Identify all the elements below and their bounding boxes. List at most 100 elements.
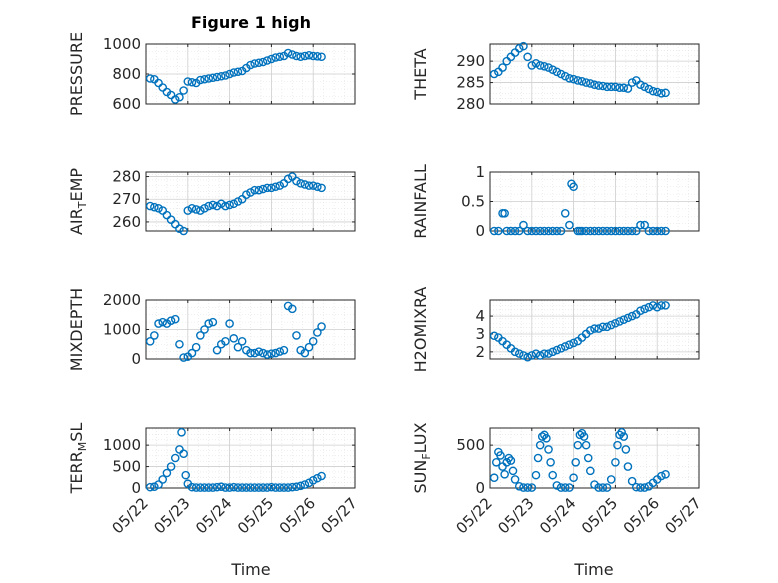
data-point <box>308 181 318 190</box>
y-axis-label: TERRMSL <box>67 423 89 495</box>
data-point <box>292 482 301 492</box>
figure-title: Figure 1 high <box>191 13 311 32</box>
data-point <box>258 348 268 358</box>
data-point <box>150 482 159 492</box>
data-point <box>313 473 322 483</box>
data-point <box>565 483 574 492</box>
data-point <box>632 226 641 236</box>
data-point <box>613 440 622 450</box>
data-point <box>204 319 213 328</box>
data-point <box>627 476 637 486</box>
data-point <box>602 322 612 332</box>
data-point <box>623 226 633 236</box>
data-point <box>569 182 578 192</box>
data-point <box>494 226 503 236</box>
data-point <box>208 200 218 210</box>
data-point <box>187 77 197 87</box>
y-tick-label: 285 <box>456 74 485 92</box>
data-point <box>300 480 310 489</box>
data-point <box>644 84 654 94</box>
y-tick-label: 500 <box>112 458 141 476</box>
axes-box <box>489 299 700 360</box>
data-point <box>623 84 633 93</box>
data-point <box>506 456 516 465</box>
data-point <box>254 483 264 492</box>
data-point <box>640 82 649 92</box>
data-point <box>271 53 280 62</box>
data-point <box>145 336 155 346</box>
data-point <box>292 51 301 61</box>
data-point <box>196 331 205 340</box>
y-tick-label: 280 <box>456 95 485 113</box>
data-point <box>657 226 666 236</box>
y-tick-label: 4 <box>475 307 485 325</box>
data-point <box>221 336 230 346</box>
data-point <box>204 483 213 492</box>
data-point <box>145 74 155 83</box>
data-point <box>510 475 520 484</box>
data-point <box>292 331 301 340</box>
data-point <box>166 462 176 471</box>
data-point <box>508 466 518 476</box>
data-point <box>275 347 285 356</box>
data-point <box>611 226 620 236</box>
data-point <box>221 201 230 211</box>
data-point <box>162 468 172 478</box>
data-point <box>602 483 612 492</box>
data-point <box>292 176 301 186</box>
data-point <box>533 453 543 463</box>
data-point <box>258 184 268 194</box>
data-point <box>229 482 239 492</box>
data-point <box>569 74 578 84</box>
data-point <box>504 453 514 463</box>
data-point <box>317 183 326 193</box>
data-point <box>267 54 276 64</box>
data-point <box>556 343 566 353</box>
data-point <box>552 345 562 355</box>
data-point <box>648 301 658 310</box>
data-point <box>233 197 243 206</box>
data-point <box>216 71 226 81</box>
data-point <box>621 445 631 454</box>
subplot-5: 0 1000 2000 MIXDEPTH <box>67 288 356 371</box>
data-point <box>208 73 218 83</box>
y-axis-label: THETA <box>411 48 430 100</box>
data-point <box>648 86 658 96</box>
data-point <box>615 83 624 93</box>
data-point <box>540 61 549 71</box>
data-point <box>304 181 314 190</box>
data-point <box>271 182 280 192</box>
data-point <box>560 208 570 218</box>
y-axis-label: SUNFLUX <box>411 422 433 493</box>
data-point <box>519 351 528 360</box>
data-point <box>519 220 528 230</box>
data-point <box>579 432 589 441</box>
data-point <box>489 226 499 236</box>
data-point <box>586 326 595 335</box>
data-point <box>514 226 524 236</box>
data-point <box>652 87 662 97</box>
data-point <box>581 226 591 236</box>
data-point <box>145 201 155 211</box>
data-point <box>627 311 637 321</box>
data-point <box>636 483 645 492</box>
data-point <box>262 350 272 359</box>
data-point <box>170 95 180 104</box>
y-axis-label: PRESSURE <box>67 32 86 116</box>
data-point <box>262 483 272 492</box>
data-point <box>300 348 310 358</box>
data-point <box>606 475 616 484</box>
data-point <box>250 185 259 195</box>
data-point <box>540 349 549 358</box>
data-point <box>548 347 558 357</box>
data-point <box>233 342 243 352</box>
data-point <box>175 339 184 349</box>
data-point <box>640 483 649 492</box>
y-tick-label: 0 <box>131 350 141 368</box>
data-point <box>233 67 243 77</box>
data-point <box>246 483 255 492</box>
data-point <box>640 304 649 314</box>
data-point <box>615 430 624 440</box>
data-point <box>250 348 259 358</box>
data-point <box>540 226 549 236</box>
